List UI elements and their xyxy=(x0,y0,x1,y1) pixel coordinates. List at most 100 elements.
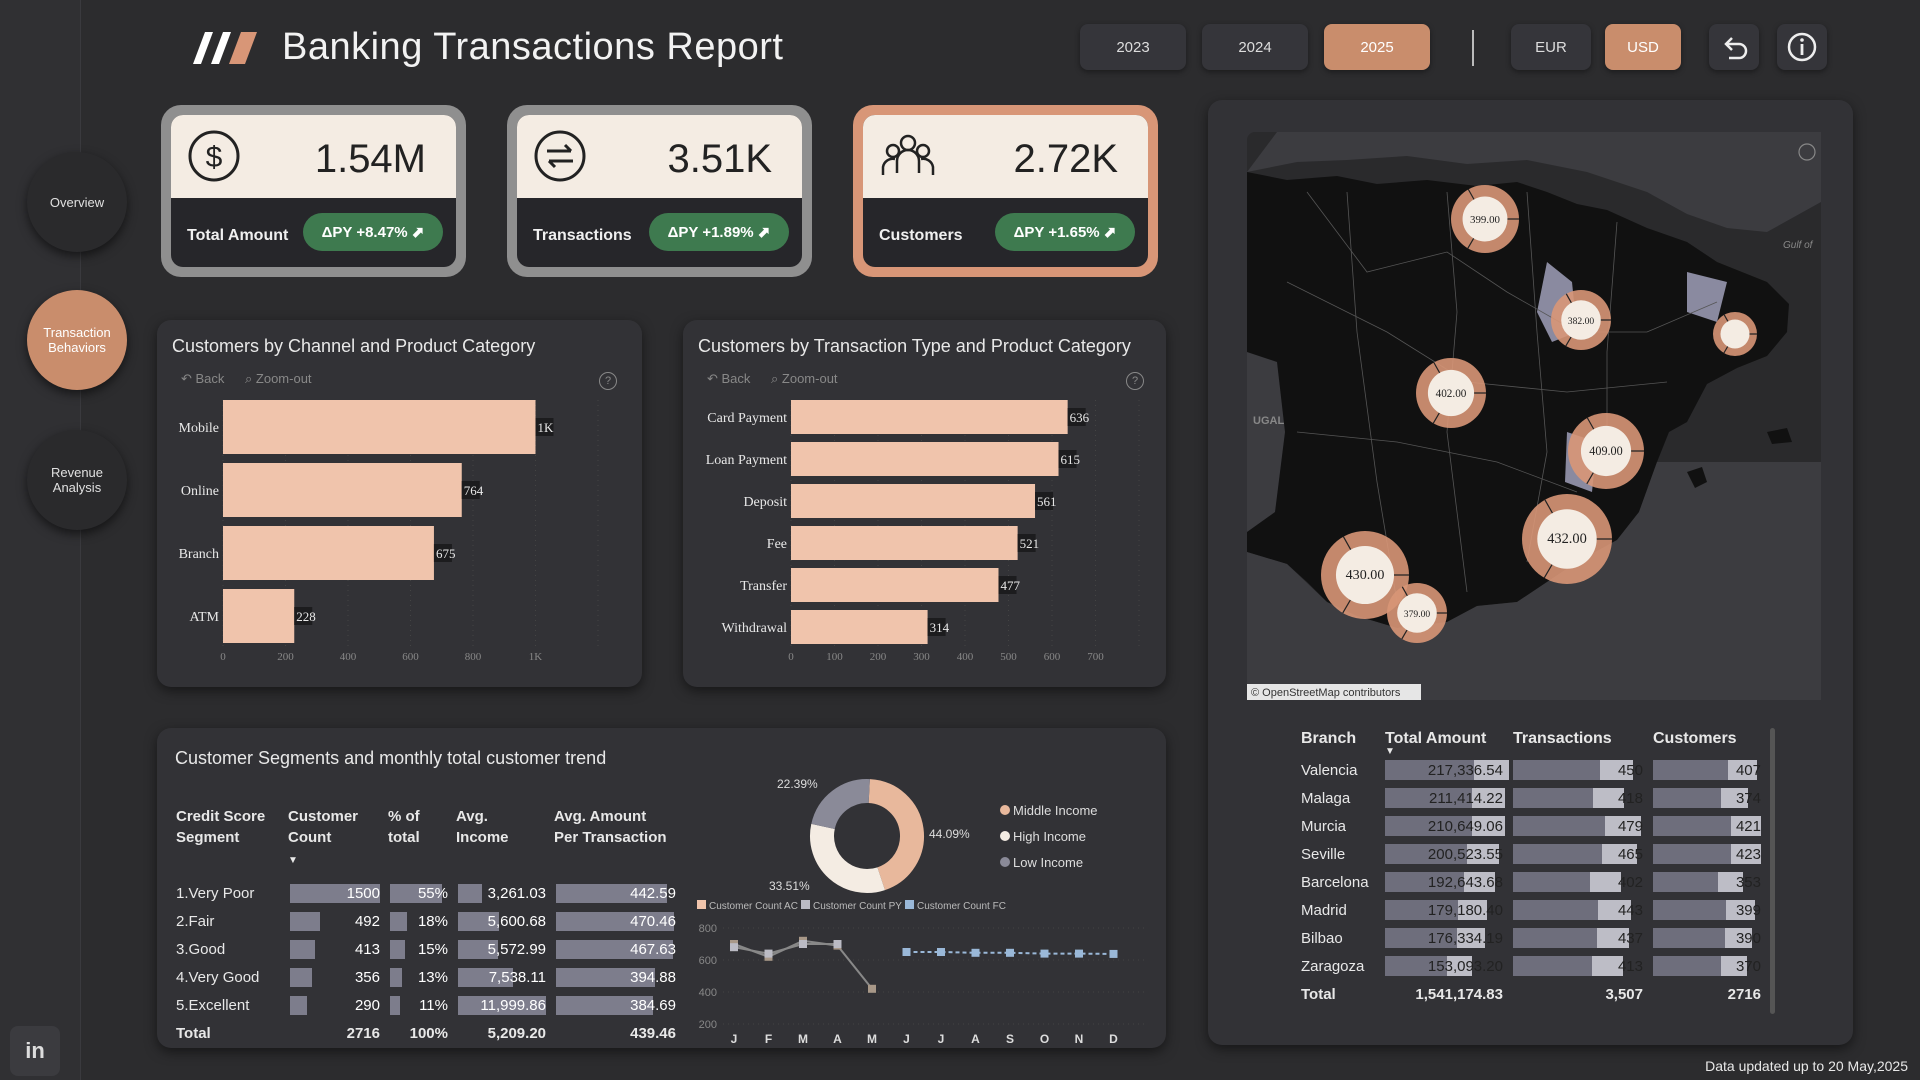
bar-cell: 402 xyxy=(1509,868,1649,896)
table-row[interactable]: Bilbao 176,334.19 437 390 xyxy=(1297,924,1767,952)
back-button[interactable]: ↶ Back xyxy=(707,371,751,386)
reset-button[interactable] xyxy=(1709,24,1759,70)
help-icon[interactable] xyxy=(1798,143,1816,161)
kpi-card-transactions[interactable]: 3.51K Transactions ΔPY +1.89% ⬈ xyxy=(507,105,812,277)
bar-cell: 470.46 xyxy=(552,907,682,935)
kpi-card-customers[interactable]: 2.72K Customers ΔPY +1.65% ⬈ xyxy=(853,105,1158,277)
col-header[interactable]: Total Amount ▼ xyxy=(1381,730,1509,757)
cell-bar xyxy=(290,968,312,987)
data-label-bg xyxy=(461,481,480,499)
total-value: 3,507 xyxy=(1605,985,1643,1003)
cell-value: 18% xyxy=(417,912,448,930)
year-2024-button[interactable]: 2024 xyxy=(1202,24,1308,70)
table-row[interactable]: Valencia 217,336.54 450 407 xyxy=(1297,756,1767,784)
bar-cell: 413 xyxy=(286,935,386,963)
table-row[interactable]: 5.Excellent 290 11% 11,999.86 384.69 xyxy=(174,991,682,1019)
table-scrollbar[interactable] xyxy=(1770,728,1775,1014)
transaction-type-chart-panel: Customers by Transaction Type and Produc… xyxy=(683,320,1166,687)
segments-title: Customer Segments and monthly total cust… xyxy=(175,748,607,768)
cell-bar-highlight xyxy=(1721,788,1749,808)
total-label: Total xyxy=(176,1024,211,1042)
col-header[interactable]: Customer Count ▼ xyxy=(286,806,386,879)
cell-value: 465 xyxy=(1617,845,1643,863)
data-label-bg xyxy=(1067,408,1086,426)
col-header[interactable]: Customers xyxy=(1653,730,1737,747)
col-header[interactable]: Avg. Income xyxy=(456,808,509,846)
table-row[interactable]: 2.Fair 492 18% 5,600.68 470.46 xyxy=(174,907,682,935)
cell-value: 402 xyxy=(1617,873,1643,891)
kpi-value: 1.54M xyxy=(314,137,426,181)
nav-revenue-analysis-button[interactable]: Revenue Analysis xyxy=(27,430,127,530)
x-tick-label: 500 xyxy=(1000,651,1017,663)
table-row[interactable]: Malaga 211,414.22 418 374 xyxy=(1297,784,1767,812)
data-updated-note: Data updated up to 20 May,2025 xyxy=(1705,1058,1908,1074)
x-tick-label: 400 xyxy=(957,651,974,663)
table-row[interactable]: Seville 200,523.55 465 423 xyxy=(1297,840,1767,868)
info-button[interactable] xyxy=(1777,24,1827,70)
bar xyxy=(223,400,536,454)
cell-bar xyxy=(556,884,667,903)
col-header[interactable]: % of total xyxy=(388,808,420,846)
currency-usd-button[interactable]: USD xyxy=(1605,24,1681,70)
data-label-bg xyxy=(294,607,313,625)
year-2023-button[interactable]: 2023 xyxy=(1080,24,1186,70)
bar xyxy=(791,400,1068,434)
cell-value: 437 xyxy=(1617,929,1643,947)
nav-overview-button[interactable]: Overview xyxy=(27,152,127,252)
kpi-value: 3.51K xyxy=(667,137,772,181)
table-row[interactable]: Madrid 179,180.40 443 399 xyxy=(1297,896,1767,924)
bar-cell: 492 xyxy=(286,907,386,935)
people-icon xyxy=(881,134,935,175)
cell-value: 353 xyxy=(1735,873,1761,891)
table-row[interactable]: Zaragoza 153,093.20 413 370 xyxy=(1297,952,1767,980)
map-bubble-center xyxy=(1462,196,1508,242)
col-header[interactable]: Transactions xyxy=(1513,730,1612,747)
back-button[interactable]: ↶ Back xyxy=(181,371,225,386)
cell-value: 394.88 xyxy=(630,968,676,986)
cell-value: 211,414.22 xyxy=(1429,789,1503,807)
nav-transaction-behaviors-button[interactable]: Transaction Behaviors xyxy=(27,290,127,390)
donut-slice xyxy=(810,823,885,893)
customer-trend-line-chart: Customer Count AC Customer Count PY Custom… xyxy=(697,900,1147,1046)
cell-bar xyxy=(556,912,674,931)
table-row[interactable]: Murcia 210,649.06 479 421 xyxy=(1297,812,1767,840)
table-row[interactable]: Barcelona 192,643.68 402 353 xyxy=(1297,868,1767,896)
cell-value: 356 xyxy=(354,968,380,986)
cell-bar-highlight xyxy=(1471,788,1506,808)
data-label: 314 xyxy=(930,620,950,635)
currency-eur-button[interactable]: EUR xyxy=(1511,24,1591,70)
branch-name: Bilbao xyxy=(1301,929,1343,947)
linkedin-icon[interactable]: in xyxy=(10,1026,60,1076)
spain-map[interactable]: UGAL Gulf of 399.00 382.00 402.00 409.00 432… xyxy=(1247,132,1821,700)
bar xyxy=(791,610,928,644)
col-header[interactable]: Branch xyxy=(1301,730,1357,747)
x-tick-label: J xyxy=(731,1032,738,1046)
zoom-out-button[interactable]: ⌕ Zoom-out xyxy=(771,371,838,386)
slice-label: 33.51% xyxy=(769,879,810,893)
y-tick-label: 800 xyxy=(699,923,717,935)
cell-bar-highlight xyxy=(1458,900,1487,920)
bar-cell: 15% xyxy=(386,935,454,963)
map-bubble-label: 402.00 xyxy=(1436,388,1467,400)
total-value: 100% xyxy=(409,1024,448,1042)
bar-cell: 217,336.54 xyxy=(1381,756,1509,784)
bar-cell: 370 xyxy=(1649,952,1767,980)
help-icon[interactable]: ? xyxy=(599,372,617,390)
kpi-card-total-amount[interactable]: $ 1.54M Total Amount ΔPY +8.47% ⬈ xyxy=(161,105,466,277)
category-label: Mobile xyxy=(179,421,219,436)
data-label-bg xyxy=(433,544,452,562)
cell-value: 15% xyxy=(417,940,448,958)
year-2025-button[interactable]: 2025 xyxy=(1324,24,1430,70)
x-tick-label: 200 xyxy=(277,651,294,663)
cell-value: 467.63 xyxy=(630,940,676,958)
col-header[interactable]: Credit Score Segment xyxy=(176,808,266,846)
zoom-out-button[interactable]: ⌕ Zoom-out xyxy=(245,371,312,386)
col-header[interactable]: Avg. Amount Per Transaction xyxy=(554,808,667,846)
cell-bar-highlight xyxy=(1720,956,1747,976)
table-row[interactable]: 4.Very Good 356 13% 7,538.11 394.88 xyxy=(174,963,682,991)
cell-value: 153,093.20 xyxy=(1427,957,1503,975)
table-row[interactable]: 3.Good 413 15% 5,572.99 467.63 xyxy=(174,935,682,963)
table-row[interactable]: 1.Very Poor 1500 55% 3,261.03 442.59 xyxy=(174,879,682,907)
help-icon[interactable]: ? xyxy=(1126,372,1144,390)
cell-bar-highlight xyxy=(1447,956,1472,976)
